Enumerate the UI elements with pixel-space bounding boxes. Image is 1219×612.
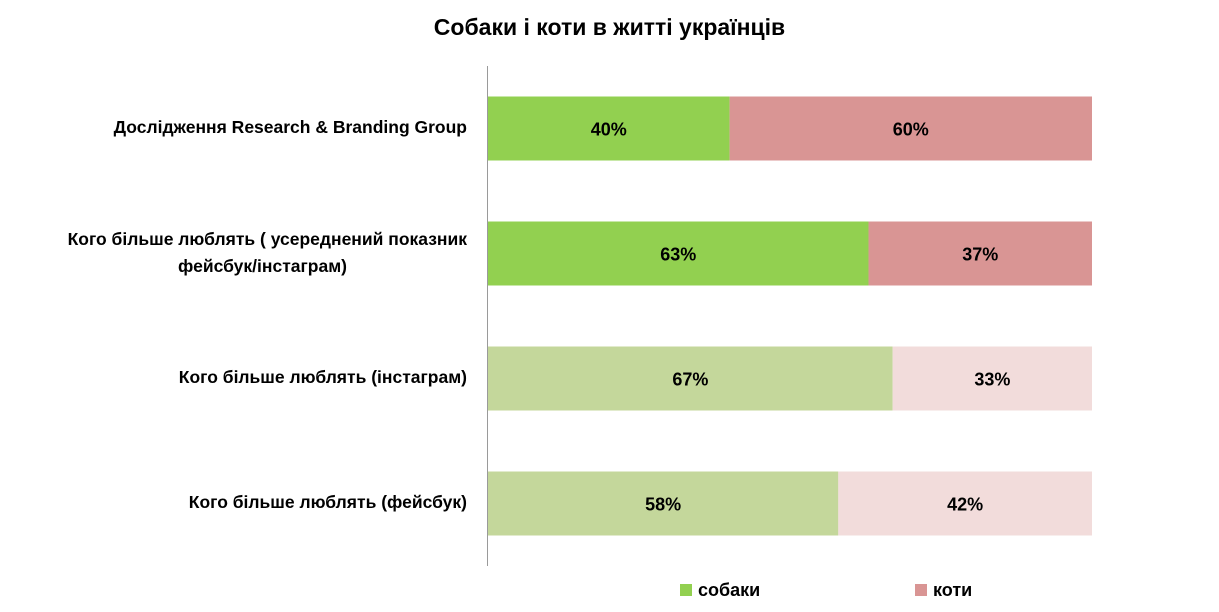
data-label-cats-1: 37% [962,245,998,265]
category-label-line: Кого більше люблять ( усереднений показн… [67,228,467,249]
category-label-3: Кого більше люблять (фейсбук) [0,489,467,516]
category-label-line: фейсбук/інстаграм) [178,255,347,276]
data-label-cats-3: 42% [947,495,983,515]
bar-cats-3 [838,471,1092,536]
legend-label-cats: коти [933,579,973,600]
data-label-dogs-2: 67% [672,370,708,390]
bar-dogs-0 [488,96,730,161]
category-label-1: Кого більше люблять ( усереднений показн… [0,226,467,280]
category-label-line: Кого більше люблять (фейсбук) [188,492,467,512]
category-label-line: Кого більше люблять (інстаграм) [178,367,467,387]
bar-cats-2 [892,346,1092,411]
bar-dogs-3 [488,471,839,536]
data-label-cats-2: 33% [974,370,1010,390]
category-label-line: Дослідження Research & Branding Group [113,117,467,137]
legend-item-cats: коти [915,578,972,602]
data-label-dogs-1: 63% [660,245,696,265]
legend-item-dogs: собаки [680,578,760,602]
legend-label-dogs: собаки [698,579,761,600]
bar-cats-0 [729,96,1092,161]
data-label-dogs-0: 40% [591,120,627,140]
bar-dogs-2 [488,346,893,411]
data-label-dogs-3: 58% [645,495,681,515]
legend-swatch-cats [915,584,927,596]
legend-swatch-dogs [680,584,692,596]
data-label-cats-0: 60% [893,120,929,140]
chart-title: Собаки і коти в житті українців [433,14,786,40]
category-label-0: Дослідження Research & Branding Group [0,114,467,141]
bar-dogs-1 [488,221,869,286]
bar-cats-1 [868,221,1092,286]
category-label-2: Кого більше люблять (інстаграм) [0,364,467,391]
